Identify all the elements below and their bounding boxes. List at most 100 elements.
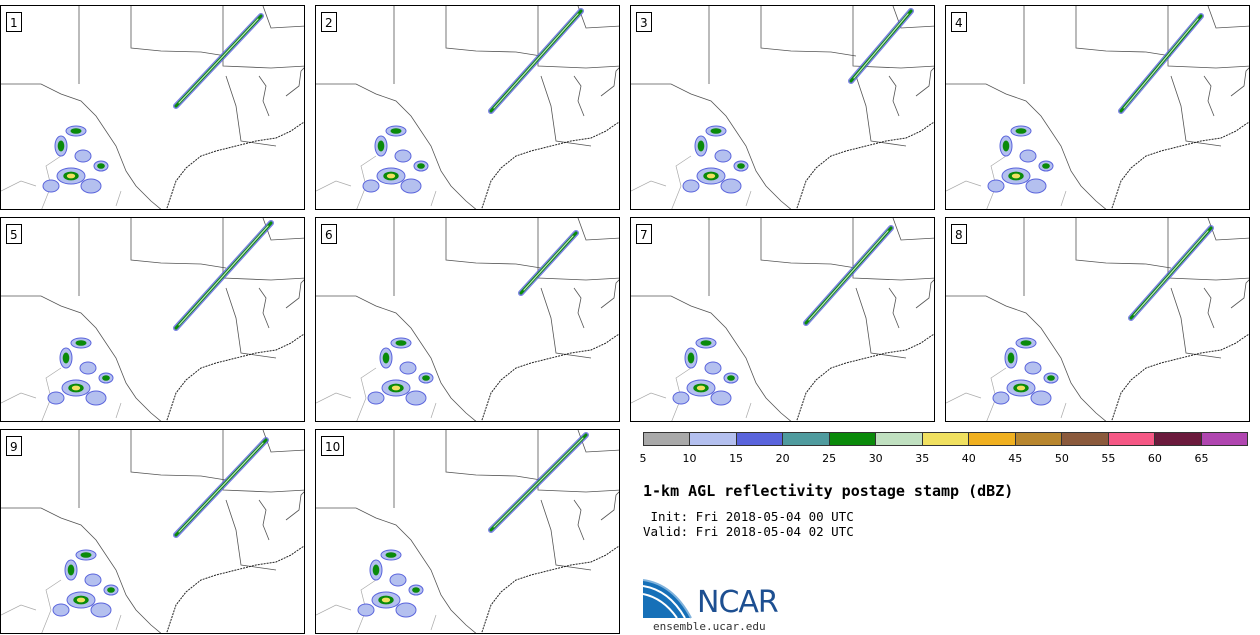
map-1 bbox=[1, 6, 304, 209]
state-border bbox=[316, 507, 477, 633]
storm-peak bbox=[1016, 385, 1026, 391]
storm-core bbox=[57, 140, 65, 152]
storm-core bbox=[1020, 340, 1032, 346]
stamp-panel-7[interactable]: 7 bbox=[630, 217, 935, 422]
state-border bbox=[1230, 279, 1249, 309]
county-line bbox=[1, 180, 37, 192]
coastline bbox=[796, 121, 934, 209]
panel-label: 2 bbox=[321, 12, 337, 32]
county-line bbox=[115, 402, 122, 419]
storm-cell bbox=[47, 391, 65, 405]
storm-core bbox=[97, 163, 105, 169]
storm-cell bbox=[84, 573, 102, 587]
state-border bbox=[892, 6, 934, 29]
colorbar-tick-label: 25 bbox=[822, 452, 837, 465]
county-line bbox=[41, 155, 62, 209]
panel-label: 6 bbox=[321, 224, 337, 244]
storm-core bbox=[737, 163, 745, 169]
colorbar-segment bbox=[829, 433, 877, 445]
map-6 bbox=[316, 218, 619, 421]
reflectivity-peak bbox=[178, 225, 269, 326]
colorbar-segment bbox=[1062, 433, 1109, 445]
state-border bbox=[1230, 67, 1249, 97]
county-line bbox=[631, 180, 667, 192]
colorbar-tick-label: 30 bbox=[868, 452, 883, 465]
county-line bbox=[316, 604, 352, 616]
storm-core bbox=[80, 552, 92, 558]
map-3 bbox=[631, 6, 934, 209]
state-border bbox=[130, 218, 227, 269]
county-line bbox=[671, 367, 692, 421]
stamp-panel-5[interactable]: 5 bbox=[0, 217, 305, 422]
state-border bbox=[1207, 218, 1249, 241]
init-time: Init: Fri 2018-05-04 00 UTC bbox=[643, 509, 854, 524]
stamp-panel-1[interactable]: 1 bbox=[0, 5, 305, 210]
state-border bbox=[316, 83, 477, 209]
county-line bbox=[115, 190, 122, 207]
panel-label: 9 bbox=[6, 436, 22, 456]
storm-core bbox=[67, 564, 75, 576]
map-9 bbox=[1, 430, 304, 633]
state-border bbox=[262, 430, 304, 453]
reflectivity-peak bbox=[493, 437, 584, 528]
state-border bbox=[540, 499, 592, 571]
colorbar-tick-label: 55 bbox=[1101, 452, 1116, 465]
state-border bbox=[760, 6, 857, 57]
state-border bbox=[915, 67, 934, 97]
colorbar-segment bbox=[1201, 433, 1248, 445]
county-line bbox=[430, 402, 437, 419]
storm-cell bbox=[80, 178, 102, 194]
colorbar-tick-label: 35 bbox=[915, 452, 930, 465]
stamp-panel-2[interactable]: 2 bbox=[315, 5, 620, 210]
panel-label: 7 bbox=[636, 224, 652, 244]
state-border bbox=[258, 287, 270, 329]
stamp-panel-4[interactable]: 4 bbox=[945, 5, 1250, 210]
stamp-panel-3[interactable]: 3 bbox=[630, 5, 935, 210]
stamp-panel-9[interactable]: 9 bbox=[0, 429, 305, 634]
plot-title: 1-km AGL reflectivity postage stamp (dBZ… bbox=[643, 482, 1014, 500]
colorbar-segment bbox=[1155, 433, 1202, 445]
storm-core bbox=[377, 140, 385, 152]
coastline bbox=[481, 545, 619, 633]
colorbar-segment bbox=[644, 433, 691, 445]
state-border bbox=[577, 218, 619, 241]
county-line bbox=[356, 367, 377, 421]
state-border bbox=[222, 430, 304, 493]
state-border bbox=[600, 67, 619, 97]
storm-cell bbox=[405, 390, 427, 406]
state-border bbox=[225, 287, 277, 359]
storm-core bbox=[62, 352, 70, 364]
coastline bbox=[166, 121, 304, 209]
county-line bbox=[356, 579, 377, 633]
state-border bbox=[1167, 218, 1249, 281]
coastline bbox=[481, 121, 619, 209]
state-border bbox=[631, 295, 792, 421]
state-border bbox=[258, 499, 270, 541]
state-border bbox=[537, 218, 619, 281]
reflectivity-peak bbox=[1133, 230, 1209, 316]
storm-core bbox=[382, 352, 390, 364]
storm-cell bbox=[52, 603, 70, 617]
state-border bbox=[892, 218, 934, 241]
colorbar-tick-label: 20 bbox=[775, 452, 790, 465]
storm-core bbox=[107, 587, 115, 593]
reflectivity-peak bbox=[178, 18, 259, 104]
state-border bbox=[573, 499, 585, 541]
colorbar-tick-label: 15 bbox=[729, 452, 744, 465]
state-border bbox=[600, 491, 619, 521]
map-10 bbox=[316, 430, 619, 633]
state-border bbox=[600, 279, 619, 309]
storm-peak bbox=[696, 385, 706, 391]
reflectivity-peak bbox=[808, 230, 889, 321]
storm-core bbox=[422, 375, 430, 381]
state-border bbox=[1170, 75, 1222, 147]
storm-cell bbox=[1019, 149, 1037, 163]
stamp-panel-8[interactable]: 8 bbox=[945, 217, 1250, 422]
state-border bbox=[1075, 218, 1172, 269]
stamp-panel-6[interactable]: 6 bbox=[315, 217, 620, 422]
reflectivity-colorbar bbox=[643, 432, 1248, 446]
storm-peak bbox=[706, 173, 716, 179]
storm-cell bbox=[90, 602, 112, 618]
valid-time: Valid: Fri 2018-05-04 02 UTC bbox=[643, 524, 854, 539]
stamp-panel-10[interactable]: 10 bbox=[315, 429, 620, 634]
